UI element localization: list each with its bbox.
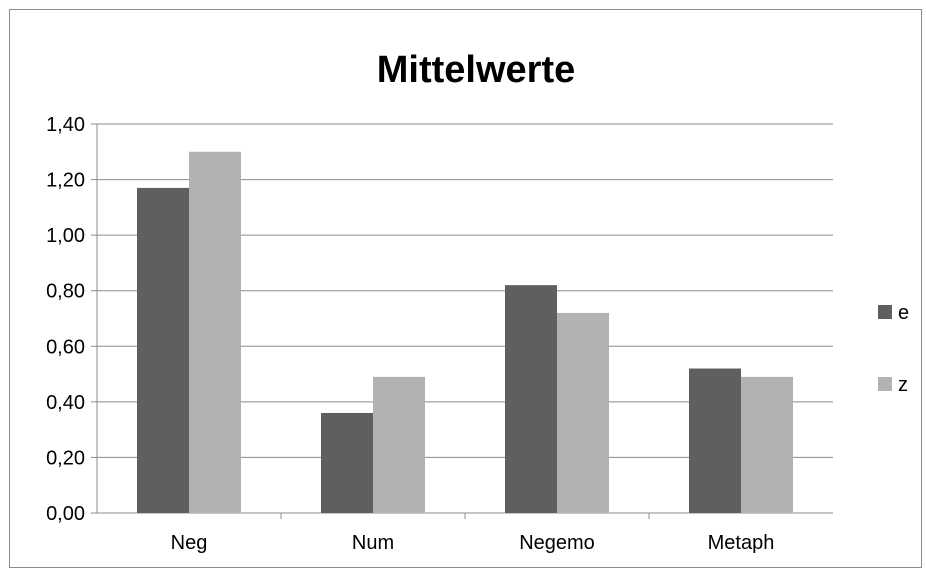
y-tick-label: 0,20 (46, 447, 85, 469)
x-category-label: Neg (171, 532, 208, 554)
legend-label-z: z (898, 374, 908, 396)
legend: ez (878, 302, 909, 396)
legend-label-e: e (898, 302, 909, 324)
x-category-label: Metaph (708, 532, 775, 554)
y-tick-label: 1,20 (46, 170, 85, 192)
y-tick-label: 0,60 (46, 336, 85, 358)
legend-swatch-z (878, 377, 892, 391)
bars (137, 151, 793, 514)
axis-labels: 0,00 0,20 0,40 0,60 0,80 1,00 1,20 1,40 Neg Num Ne… (46, 114, 774, 554)
x-category-label: Negemo (519, 532, 595, 554)
bar-e-negemo (505, 285, 557, 513)
bar-e-metaph (689, 368, 741, 513)
y-tick-label: 0,00 (46, 503, 85, 525)
y-tick-label: 0,40 (46, 392, 85, 414)
bar-z-negemo (557, 312, 609, 513)
x-category-label: Num (352, 532, 394, 554)
bar-e-num (321, 412, 373, 513)
legend-swatch-e (878, 305, 892, 319)
chart-title: Mittelwerte (377, 49, 575, 91)
y-tick-label: 0,80 (46, 281, 85, 303)
bar-z-neg (189, 151, 241, 514)
bar-z-num (373, 376, 425, 513)
y-tick-label: 1,40 (46, 114, 85, 136)
bar-z-metaph (741, 376, 793, 513)
bar-e-neg (137, 187, 189, 513)
y-tick-label: 1,00 (46, 225, 85, 247)
